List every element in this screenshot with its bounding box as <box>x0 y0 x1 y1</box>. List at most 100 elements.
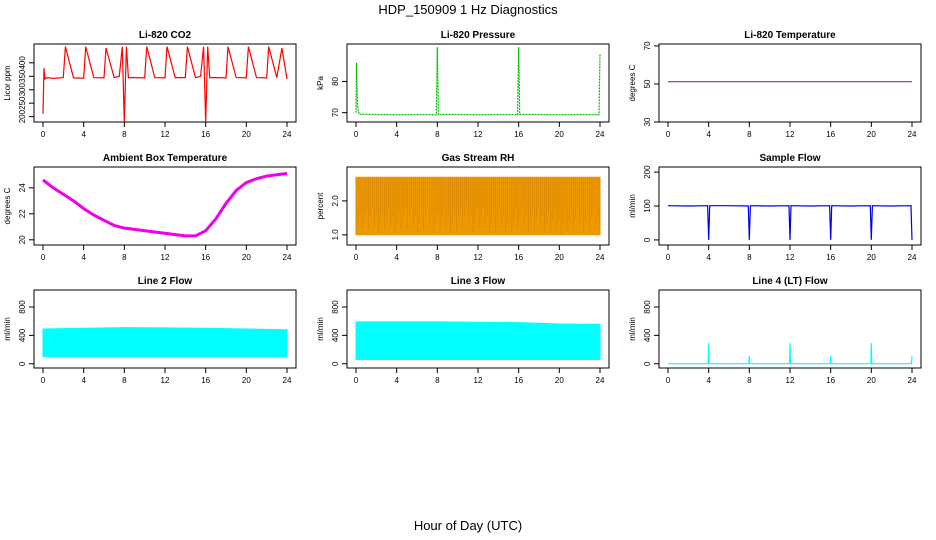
panel-9: Line 4 (LT) Flow 0 4 8 12 16 20 24 0 400 800 ml/min <box>628 276 922 385</box>
y-tick-label: 800 <box>643 300 652 314</box>
x-tick-label: 20 <box>867 253 876 262</box>
data-band <box>42 327 288 358</box>
x-tick-label: 4 <box>394 253 399 262</box>
x-tick-label: 16 <box>201 130 210 139</box>
y-tick-label: 300 <box>18 83 27 97</box>
x-tick-label: 16 <box>826 253 835 262</box>
x-tick-label: 20 <box>242 376 251 385</box>
y-tick-label: 250 <box>18 96 27 110</box>
x-tick-label: 16 <box>514 376 523 385</box>
y-tick-label: 70 <box>643 41 652 50</box>
x-tick-label: 20 <box>555 253 564 262</box>
data-series <box>42 172 288 238</box>
x-tick-label: 12 <box>786 376 795 385</box>
y-tick-label: 400 <box>643 328 652 342</box>
x-tick-label: 0 <box>666 376 671 385</box>
x-tick-label: 20 <box>242 253 251 262</box>
panel-title: Gas Stream RH <box>442 153 515 164</box>
y-tick-label: 0 <box>643 361 652 366</box>
figure-title: HDP_150909 1 Hz Diagnostics <box>378 2 558 17</box>
data-series <box>668 343 913 365</box>
panel-5: Gas Stream RH 0 4 8 12 16 20 24 1.0 2.0 percent <box>316 153 610 262</box>
y-tick-label: 0 <box>331 361 340 366</box>
x-tick-label: 0 <box>354 376 359 385</box>
x-tick-label: 20 <box>867 376 876 385</box>
x-tick-label: 16 <box>826 376 835 385</box>
x-tick-label: 12 <box>786 253 795 262</box>
panel-title: Line 2 Flow <box>138 276 193 287</box>
x-tick-label: 16 <box>201 376 210 385</box>
y-tick-label: 20 <box>18 235 27 244</box>
x-tick-label: 8 <box>122 376 127 385</box>
y-tick-label: 2.0 <box>331 195 340 207</box>
panel-2: Li-820 Pressure 0 4 8 12 16 20 24 70 80 kPa <box>316 30 610 139</box>
y-tick-label: 100 <box>643 199 652 213</box>
x-tick-label: 16 <box>826 130 835 139</box>
data-band <box>355 321 601 360</box>
x-tick-label: 0 <box>41 376 46 385</box>
x-tick-label: 16 <box>514 253 523 262</box>
plot-frame <box>658 43 922 123</box>
x-tick-label: 8 <box>747 376 752 385</box>
x-tick-label: 8 <box>747 130 752 139</box>
y-tick-label: 22 <box>18 209 27 218</box>
y-tick-label: 0 <box>18 361 27 366</box>
x-tick-label: 12 <box>474 376 483 385</box>
x-tick-label: 8 <box>122 130 127 139</box>
y-axis-label: kPa <box>316 76 325 90</box>
x-tick-label: 24 <box>908 253 917 262</box>
x-tick-label: 0 <box>354 130 359 139</box>
panel-title: Line 4 (LT) Flow <box>752 276 828 287</box>
x-tick-label: 24 <box>283 130 292 139</box>
y-tick-label: 1.0 <box>331 229 340 241</box>
data-series <box>42 46 288 123</box>
x-tick-label: 4 <box>394 376 399 385</box>
x-tick-label: 20 <box>555 376 564 385</box>
x-tick-label: 12 <box>474 130 483 139</box>
panel-8: Line 3 Flow 0 4 8 12 16 20 24 0 400 800 ml/min <box>316 276 610 385</box>
x-tick-label: 12 <box>474 253 483 262</box>
data-series <box>355 47 601 116</box>
y-axis-label: ml/min <box>316 317 325 341</box>
x-tick-label: 0 <box>41 253 46 262</box>
y-tick-label: 800 <box>331 300 340 314</box>
y-tick-label: 24 <box>18 183 27 192</box>
x-tick-label: 0 <box>666 253 671 262</box>
x-tick-label: 4 <box>706 376 711 385</box>
x-tick-label: 4 <box>81 376 86 385</box>
y-tick-label: 350 <box>18 69 27 83</box>
x-tick-label: 8 <box>122 253 127 262</box>
y-tick-label: 800 <box>18 300 27 314</box>
y-axis-label: ml/min <box>3 317 12 341</box>
x-tick-label: 12 <box>161 130 170 139</box>
x-tick-label: 24 <box>596 376 605 385</box>
x-tick-label: 4 <box>81 130 86 139</box>
x-tick-label: 8 <box>435 376 440 385</box>
x-tick-label: 12 <box>786 130 795 139</box>
panel-3: Li-820 Temperature 0 4 8 12 16 20 24 30 50 70 degre… <box>628 30 922 139</box>
x-tick-label: 16 <box>201 253 210 262</box>
y-tick-label: 30 <box>643 117 652 126</box>
y-axis-label: ml/min <box>628 194 637 218</box>
y-tick-label: 70 <box>331 108 340 117</box>
y-tick-label: 400 <box>18 56 27 70</box>
x-tick-label: 0 <box>354 253 359 262</box>
y-tick-label: 400 <box>18 328 27 342</box>
x-tick-label: 24 <box>283 253 292 262</box>
data-series <box>667 205 913 240</box>
x-tick-label: 16 <box>514 130 523 139</box>
x-tick-label: 20 <box>555 130 564 139</box>
plot-frame <box>33 43 297 123</box>
x-tick-label: 12 <box>161 376 170 385</box>
y-axis-label: degrees C <box>3 187 12 224</box>
x-tick-label: 12 <box>161 253 170 262</box>
x-tick-label: 8 <box>435 253 440 262</box>
y-tick-label: 200 <box>643 165 652 179</box>
x-tick-label: 8 <box>435 130 440 139</box>
x-tick-label: 4 <box>81 253 86 262</box>
x-tick-label: 8 <box>747 253 752 262</box>
x-tick-label: 4 <box>706 253 711 262</box>
panel-title: Li-820 Temperature <box>744 30 836 41</box>
